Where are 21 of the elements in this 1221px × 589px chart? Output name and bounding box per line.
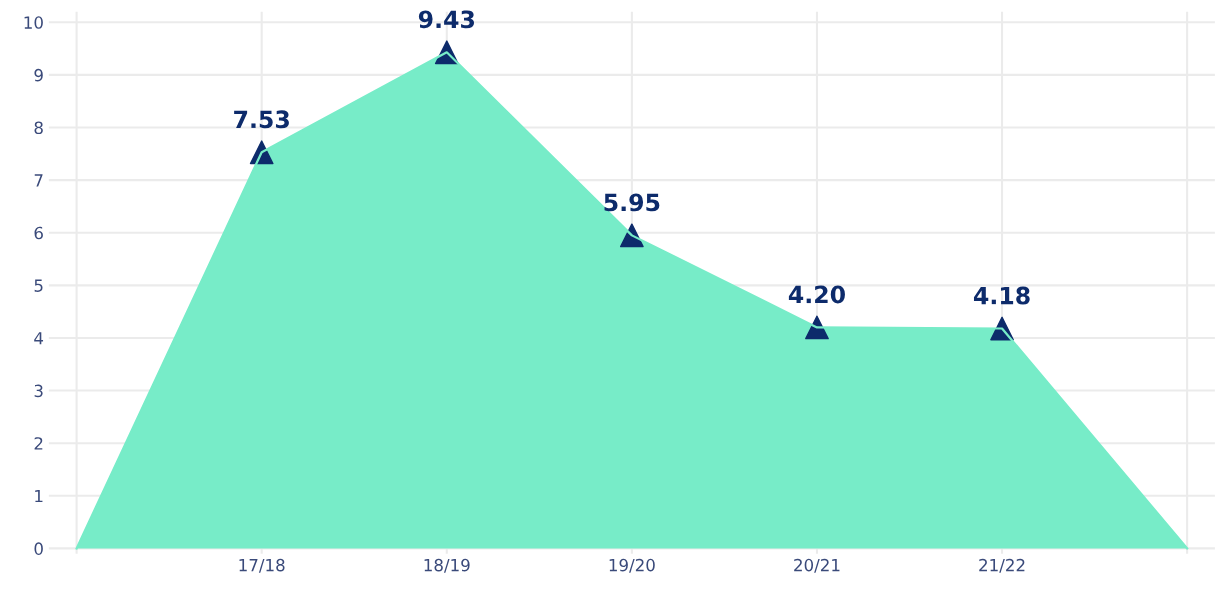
data-label: 7.53 (234, 110, 289, 129)
data-label: 4.20 (788, 285, 845, 304)
y-tick-label: 0 (34, 542, 43, 555)
y-tick-label: 6 (34, 226, 43, 240)
y-tick-label: 5 (34, 279, 43, 292)
y-tick-label: 3 (34, 384, 43, 398)
y-tick-label: 8 (34, 121, 43, 135)
y-tick-label: 4 (34, 332, 44, 345)
x-tick-label: 20/21 (794, 558, 840, 573)
x-tick-label: 18/19 (424, 558, 470, 573)
data-label: 9.43 (418, 10, 475, 29)
x-tick-label: 19/20 (609, 558, 655, 573)
x-tick-label: 21/22 (979, 558, 1025, 573)
data-label: 4.18 (973, 286, 1030, 305)
y-tick-label: 7 (34, 174, 43, 187)
data-label: 5.95 (604, 193, 660, 212)
y-tick-label: 9 (34, 68, 43, 82)
y-tick-label: 2 (34, 437, 43, 450)
x-tick-label: 17/18 (239, 558, 285, 573)
y-tick-label: 10 (24, 16, 43, 29)
y-tick-label: 1 (35, 489, 43, 503)
